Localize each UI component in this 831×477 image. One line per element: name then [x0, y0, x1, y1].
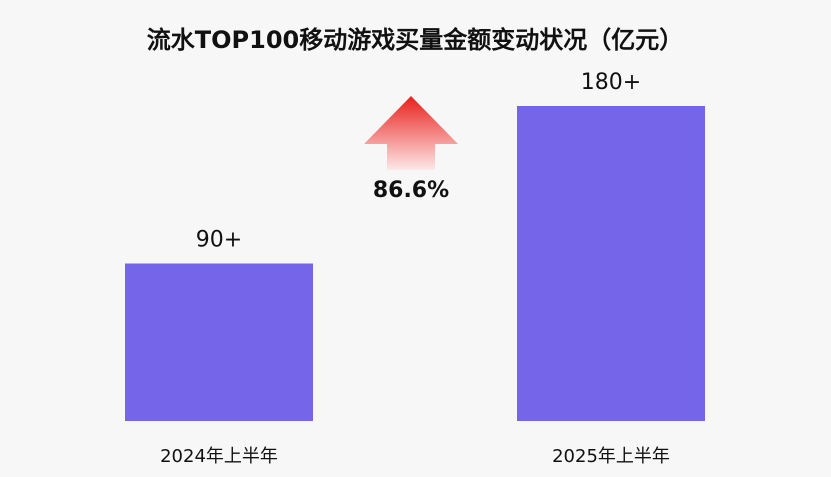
growth-percentage: 86.6% [373, 178, 449, 203]
up-arrow-icon [364, 96, 458, 170]
bar-value-label-1: 90+ [196, 228, 242, 253]
bar-1 [125, 263, 313, 421]
category-label-2: 2025年上半年 [552, 446, 670, 467]
growth-annotation: 86.6% [364, 96, 458, 203]
bar-value-label-2: 180+ [581, 70, 641, 95]
bars: 90+ 2024年上半年 180+ 2025年上半年 [125, 70, 705, 467]
category-label-1: 2024年上半年 [160, 446, 278, 467]
chart-title: 流水TOP100移动游戏买量金额变动状况（亿元） [147, 26, 683, 54]
bar-2 [517, 106, 705, 421]
